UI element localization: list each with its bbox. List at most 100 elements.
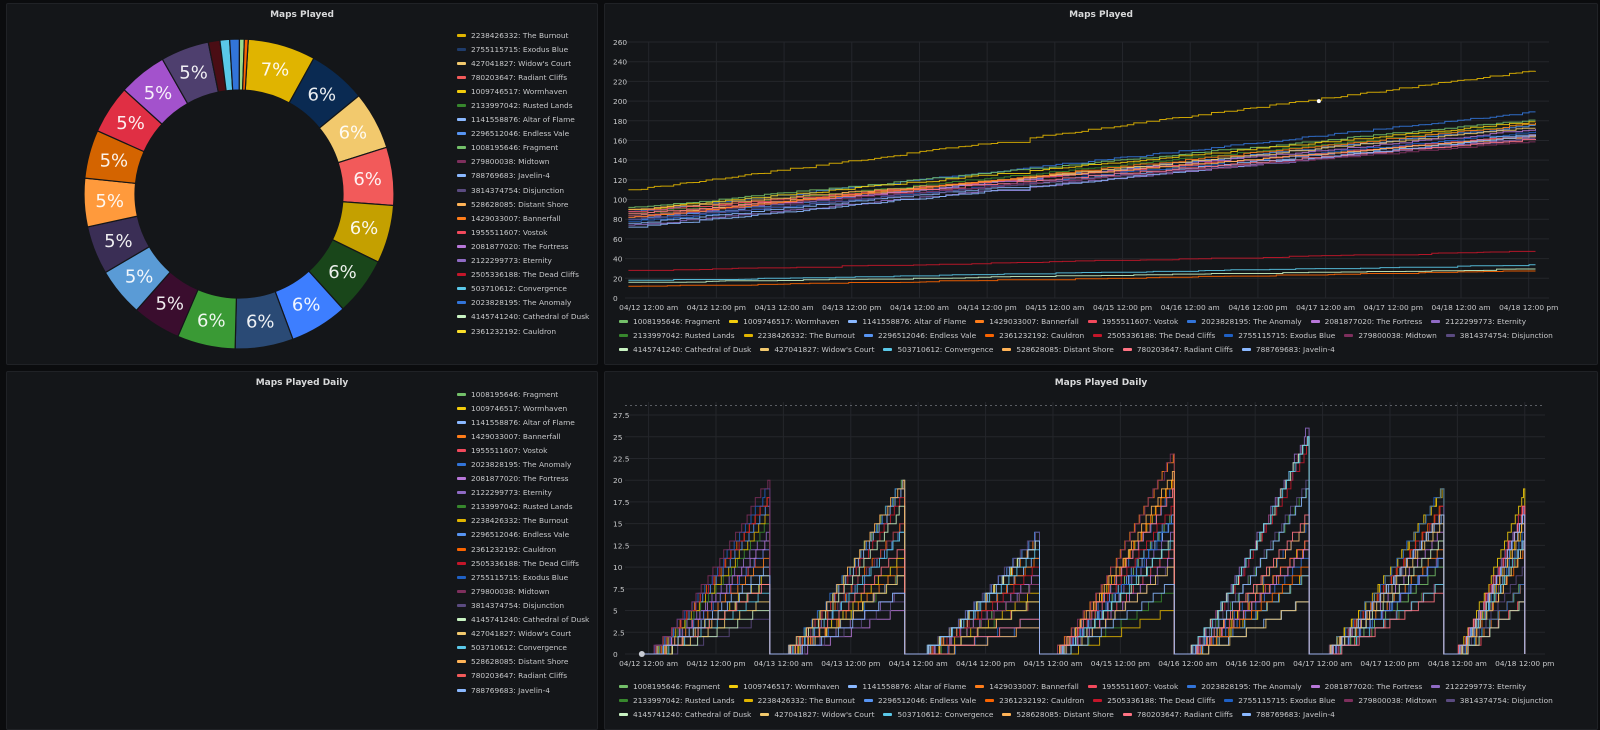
legend-item[interactable]: 2023828195: The Anomaly <box>1187 682 1302 691</box>
series-line-javelin-4[interactable] <box>628 134 1536 228</box>
series-line-bannerfall[interactable] <box>628 122 1536 218</box>
series-line-radiant-cliffs[interactable] <box>641 488 1526 655</box>
legend-item[interactable]: 1429033007: Bannerfall <box>975 682 1079 691</box>
legend-item[interactable]: 1955511607: Vostok <box>457 443 597 457</box>
legend-item[interactable]: 2296512046: Endless Vale <box>863 696 976 705</box>
legend-item[interactable]: 4145741240: Cathedral of Dusk <box>457 613 597 627</box>
series-line-the-dead-cliffs[interactable] <box>628 250 1536 271</box>
legend-item[interactable]: 2361232192: Cauldron <box>457 542 597 556</box>
legend-item[interactable]: 788769683: Javelin-4 <box>1241 345 1335 354</box>
legend-item[interactable]: 2238426332: The Burnout <box>743 696 855 705</box>
legend-item[interactable]: 2081877020: The Fortress <box>457 472 597 486</box>
series-line-exodus-blue[interactable] <box>641 488 1526 655</box>
legend-item[interactable]: 2296512046: Endless Vale <box>863 331 976 340</box>
legend-item[interactable]: 2505336188: The Dead Cliffs <box>457 268 597 282</box>
legend-item[interactable]: 1429033007: Bannerfall <box>457 211 597 225</box>
legend-item[interactable]: 1955511607: Vostok <box>1087 317 1178 326</box>
series-line-fragment[interactable] <box>628 119 1536 208</box>
legend-item[interactable]: 427041827: Widow's Court <box>760 710 874 719</box>
legend-item[interactable]: 528628085: Distant Shore <box>457 197 597 211</box>
legend-item[interactable]: 503710612: Convergence <box>457 641 597 655</box>
legend-item[interactable]: 3814374754: Disjunction <box>457 183 597 197</box>
legend-item[interactable]: 1009746517: Wormhaven <box>457 84 597 98</box>
legend-item[interactable]: 1008195646: Fragment <box>619 682 720 691</box>
legend-item[interactable]: 2361232192: Cauldron <box>985 696 1084 705</box>
series-line-rusted-lands[interactable] <box>641 488 1526 655</box>
legend-item[interactable]: 1141558876: Altar of Flame <box>457 415 597 429</box>
legend-item[interactable]: 780203647: Radiant Cliffs <box>1122 710 1233 719</box>
legend-item[interactable]: 2122299773: Eternity <box>457 254 597 268</box>
legend-item[interactable]: 1955511607: Vostok <box>1087 682 1178 691</box>
series-line-cathedral-of-dusk[interactable] <box>628 268 1536 283</box>
legend-item[interactable]: 503710612: Convergence <box>457 282 597 296</box>
legend-item[interactable]: 2755115715: Exodus Blue <box>457 570 597 584</box>
legend-item[interactable]: 2505336188: The Dead Cliffs <box>1093 696 1215 705</box>
series-line-convergence[interactable] <box>628 264 1536 281</box>
legend-item[interactable]: 2133997042: Rusted Lands <box>619 696 735 705</box>
legend-item[interactable]: 780203647: Radiant Cliffs <box>1122 345 1233 354</box>
legend-item[interactable]: 4145741240: Cathedral of Dusk <box>457 310 597 324</box>
legend-item[interactable]: 788769683: Javelin-4 <box>457 683 597 697</box>
legend-item[interactable]: 503710612: Convergence <box>883 710 993 719</box>
legend-item[interactable]: 2122299773: Eternity <box>1431 317 1526 326</box>
legend-item[interactable]: 2133997042: Rusted Lands <box>457 98 597 112</box>
legend-item[interactable]: 3814374754: Disjunction <box>1445 331 1553 340</box>
legend-item[interactable]: 528628085: Distant Shore <box>1002 710 1114 719</box>
series-line-distant-shore[interactable] <box>628 136 1536 210</box>
legend-item[interactable]: 1955511607: Vostok <box>457 225 597 239</box>
series-line-wormhaven[interactable] <box>628 121 1536 210</box>
series-line-eternity[interactable] <box>628 137 1536 226</box>
panel-title[interactable]: Maps Played <box>270 10 334 20</box>
legend-item[interactable]: 2238426332: The Burnout <box>743 331 855 340</box>
legend-item[interactable]: 427041827: Widow's Court <box>760 345 874 354</box>
legend-item[interactable]: 3814374754: Disjunction <box>457 598 597 612</box>
legend-item[interactable]: 2133997042: Rusted Lands <box>619 331 735 340</box>
legend-item[interactable]: 2296512046: Endless Vale <box>457 127 597 141</box>
legend-item[interactable]: 1141558876: Altar of Flame <box>457 113 597 127</box>
legend-item[interactable]: 1009746517: Wormhaven <box>457 401 597 415</box>
legend-item[interactable]: 2023828195: The Anomaly <box>457 457 597 471</box>
legend-item[interactable]: 2755115715: Exodus Blue <box>1224 696 1335 705</box>
legend-item[interactable]: 2122299773: Eternity <box>457 486 597 500</box>
panel-title[interactable]: Maps Played Daily <box>255 378 349 388</box>
legend-item[interactable]: 1429033007: Bannerfall <box>975 317 1079 326</box>
legend-item[interactable]: 1008195646: Fragment <box>457 387 597 401</box>
legend-item[interactable]: 2238426332: The Burnout <box>457 28 597 42</box>
legend-item[interactable]: 2296512046: Endless Vale <box>457 528 597 542</box>
legend-item[interactable]: 2122299773: Eternity <box>1431 682 1526 691</box>
legend-item[interactable]: 2505336188: The Dead Cliffs <box>1093 331 1215 340</box>
legend-item[interactable]: 279800038: Midtown <box>1344 331 1437 340</box>
legend-item[interactable]: 2361232192: Cauldron <box>457 324 597 338</box>
legend-item[interactable]: 503710612: Convergence <box>883 345 993 354</box>
legend-item[interactable]: 279800038: Midtown <box>1344 696 1437 705</box>
legend-item[interactable]: 1141558876: Altar of Flame <box>848 317 966 326</box>
legend-item[interactable]: 780203647: Radiant Cliffs <box>457 669 597 683</box>
legend-item[interactable]: 2081877020: The Fortress <box>1310 682 1422 691</box>
pie-slice-cauldron[interactable] <box>241 38 249 91</box>
legend-item[interactable]: 427041827: Widow's Court <box>457 627 597 641</box>
legend-item[interactable]: 279800038: Midtown <box>457 584 597 598</box>
legend-item[interactable]: 1008195646: Fragment <box>619 317 720 326</box>
legend-item[interactable]: 2361232192: Cauldron <box>985 331 1084 340</box>
legend-item[interactable]: 2023828195: The Anomaly <box>457 296 597 310</box>
legend-item[interactable]: 528628085: Distant Shore <box>1002 345 1114 354</box>
legend-item[interactable]: 2081877020: The Fortress <box>1310 317 1422 326</box>
legend-item[interactable]: 528628085: Distant Shore <box>457 655 597 669</box>
legend-item[interactable]: 2755115715: Exodus Blue <box>457 42 597 56</box>
series-line-midtown[interactable] <box>628 141 1536 216</box>
series-line-altar-of-flame[interactable] <box>641 488 1526 655</box>
legend-item[interactable]: 1009746517: Wormhaven <box>729 682 839 691</box>
legend-item[interactable]: 788769683: Javelin-4 <box>457 169 597 183</box>
legend-item[interactable]: 2081877020: The Fortress <box>457 239 597 253</box>
legend-item[interactable]: 1141558876: Altar of Flame <box>848 682 966 691</box>
series-line-the-burnout[interactable] <box>641 488 1526 655</box>
legend-item[interactable]: 780203647: Radiant Cliffs <box>457 70 597 84</box>
series-line-radiant-cliffs[interactable] <box>628 139 1536 214</box>
panel-title[interactable]: Maps Played <box>1069 10 1133 20</box>
legend-item[interactable]: 2505336188: The Dead Cliffs <box>457 556 597 570</box>
legend-item[interactable]: 2238426332: The Burnout <box>457 514 597 528</box>
legend-item[interactable]: 2023828195: The Anomaly <box>1187 317 1302 326</box>
legend-item[interactable]: 2755115715: Exodus Blue <box>1224 331 1335 340</box>
legend-item[interactable]: 279800038: Midtown <box>457 155 597 169</box>
legend-item[interactable]: 2133997042: Rusted Lands <box>457 500 597 514</box>
